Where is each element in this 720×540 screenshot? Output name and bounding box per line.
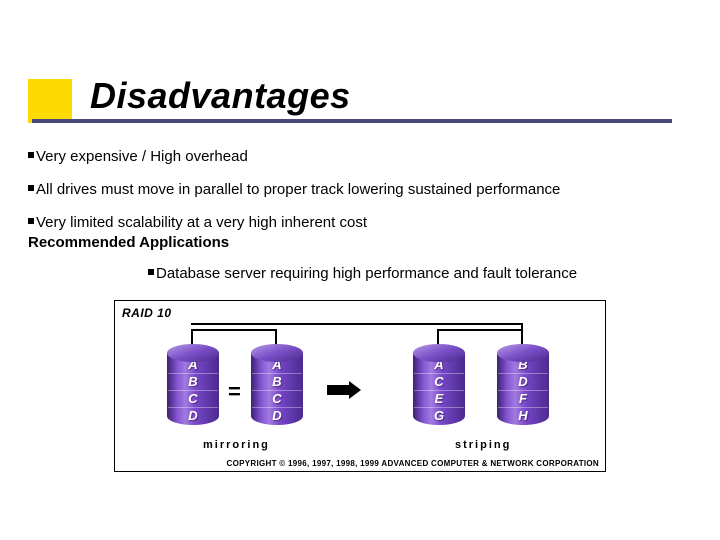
- bullet-mark-icon: [28, 218, 34, 224]
- drive-cell: E: [435, 391, 444, 407]
- slide-title: Disadvantages: [90, 75, 672, 117]
- slide-title-block: Disadvantages: [28, 75, 672, 123]
- drive-cell: C: [272, 391, 281, 407]
- drive-cell: C: [188, 391, 197, 407]
- drive-cell: B: [272, 374, 281, 390]
- mirroring-label: mirroring: [203, 439, 270, 451]
- drive-cell: H: [518, 408, 527, 424]
- content-area: Very expensive / High overhead All drive…: [28, 148, 700, 298]
- striping-label: striping: [455, 439, 511, 451]
- title-underline: [32, 119, 672, 123]
- disk-top-icon: [167, 344, 219, 362]
- sub-bullet-1: Database server requiring high performan…: [148, 265, 700, 284]
- bullet-mark-icon: [148, 269, 154, 275]
- title-accent-square: [28, 79, 72, 123]
- bullet-2: All drives must move in parallel to prop…: [28, 181, 700, 200]
- bullet-1-text: Very expensive / High overhead: [36, 148, 248, 165]
- drive-cell: F: [519, 391, 527, 407]
- disk-top-icon: [413, 344, 465, 362]
- disk-body: A C E G: [413, 353, 465, 425]
- drive-cell: D: [518, 374, 527, 390]
- bullet-3: Very limited scalability at a very high …: [28, 214, 700, 233]
- diagram-copyright: COPYRIGHT © 1996, 1997, 1998, 1999 ADVAN…: [227, 459, 599, 468]
- drive-cell: G: [434, 408, 444, 424]
- disk-body: A B C D: [251, 353, 303, 425]
- arrow-right-icon: [327, 381, 361, 400]
- sub-bullet-1-text: Database server requiring high performan…: [156, 265, 577, 282]
- bullet-1: Very expensive / High overhead: [28, 148, 700, 167]
- drive-cell: D: [272, 408, 281, 424]
- disk-top-icon: [497, 344, 549, 362]
- bullet-3-text: Very limited scalability at a very high …: [36, 214, 367, 231]
- raid10-diagram: RAID 10 A B C D = A B C D A C E: [114, 300, 606, 472]
- drive-cell: D: [188, 408, 197, 424]
- bullet-mark-icon: [28, 152, 34, 158]
- disk-body: B D F H: [497, 353, 549, 425]
- equals-icon: =: [228, 379, 241, 405]
- disk-top-icon: [251, 344, 303, 362]
- raid-label: RAID 10: [122, 306, 172, 320]
- recommended-heading: Recommended Applications: [28, 234, 700, 251]
- disk-body: A B C D: [167, 353, 219, 425]
- drive-cell: C: [434, 374, 443, 390]
- drive-cell: B: [188, 374, 197, 390]
- bullet-mark-icon: [28, 185, 34, 191]
- bullet-2-text: All drives must move in parallel to prop…: [36, 181, 560, 198]
